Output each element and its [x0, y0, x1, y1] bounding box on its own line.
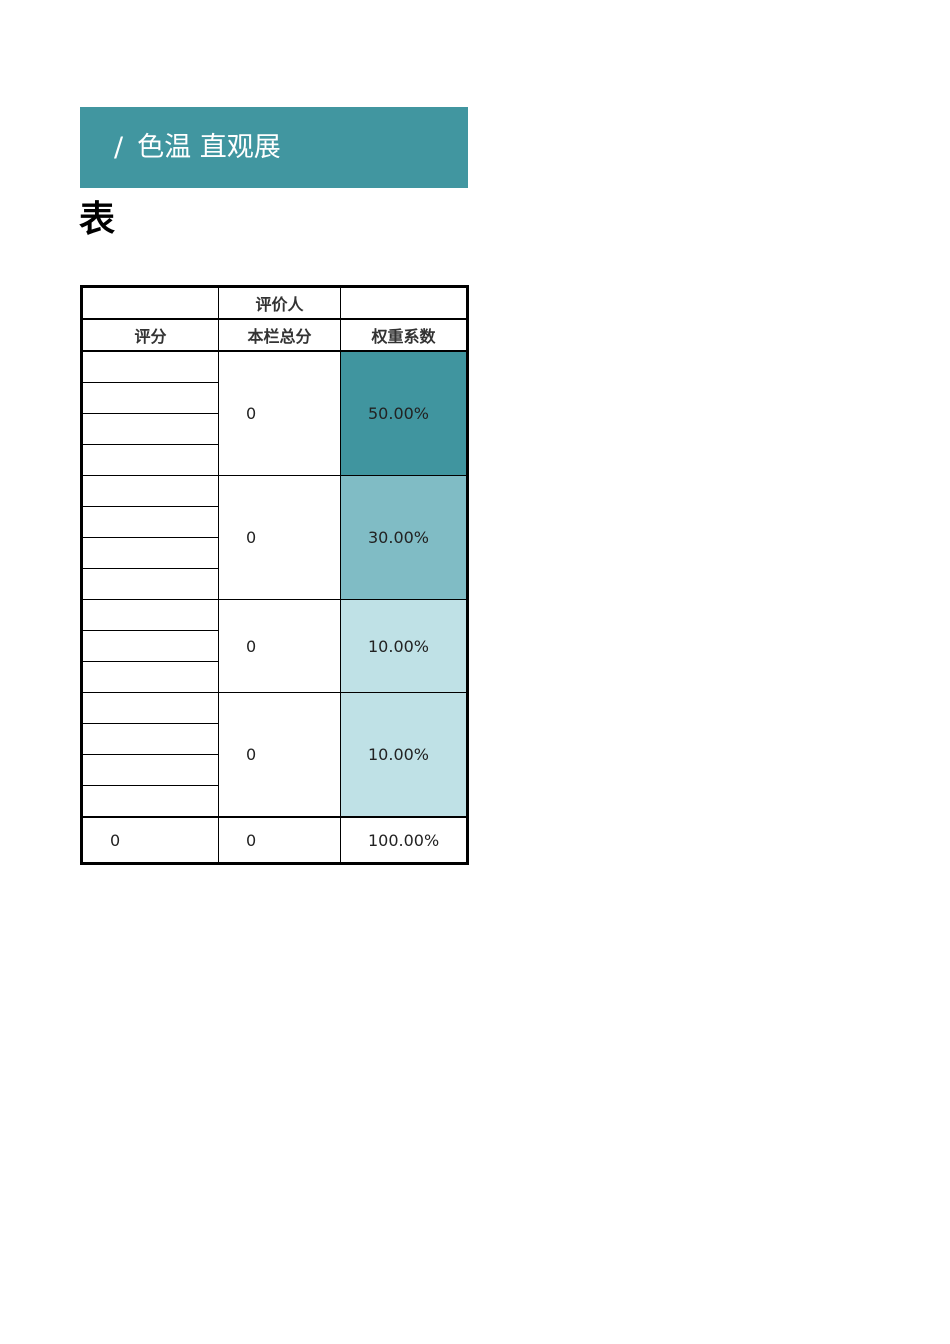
- header-column-total: 本栏总分: [218, 318, 341, 352]
- group-total: 0: [218, 692, 341, 818]
- total-score: 0: [81, 816, 219, 864]
- score-cell[interactable]: [81, 754, 219, 786]
- score-cell[interactable]: [81, 661, 219, 693]
- score-cell[interactable]: [81, 350, 219, 383]
- score-cell[interactable]: [81, 568, 219, 600]
- header-weight: 权重系数: [340, 318, 468, 352]
- score-table: 评价人 评分 本栏总分 权重系数 0 50.00% 0 30.00% 0 10.00% 0…: [80, 285, 469, 865]
- header-cell: [81, 286, 219, 320]
- group-weight: 50.00%: [340, 350, 468, 476]
- score-cell[interactable]: [81, 630, 219, 662]
- group-total: 0: [218, 475, 341, 600]
- score-cell[interactable]: [81, 506, 219, 538]
- group-weight: 30.00%: [340, 475, 468, 600]
- score-cell[interactable]: [81, 475, 219, 507]
- title-continuation: 表: [79, 198, 116, 240]
- group-total: 0: [218, 599, 341, 693]
- score-cell[interactable]: [81, 413, 219, 445]
- score-cell[interactable]: [81, 537, 219, 569]
- banner-title: 色温 直观展: [137, 132, 281, 163]
- total-column-sum: 0: [218, 816, 341, 864]
- score-cell[interactable]: [81, 599, 219, 631]
- total-weight: 100.00%: [340, 816, 468, 864]
- group-total: 0: [218, 350, 341, 476]
- header-evaluator: 评价人: [218, 286, 341, 320]
- title-banner: / 色温 直观展: [80, 107, 468, 188]
- header-cell: [340, 286, 468, 320]
- group-weight: 10.00%: [340, 599, 468, 693]
- score-cell[interactable]: [81, 444, 219, 476]
- header-score: 评分: [81, 318, 219, 352]
- score-cell[interactable]: [81, 692, 219, 724]
- score-cell[interactable]: [81, 382, 219, 414]
- group-weight: 10.00%: [340, 692, 468, 818]
- score-cell[interactable]: [81, 785, 219, 818]
- score-cell[interactable]: [81, 723, 219, 755]
- banner-slash: /: [114, 132, 124, 163]
